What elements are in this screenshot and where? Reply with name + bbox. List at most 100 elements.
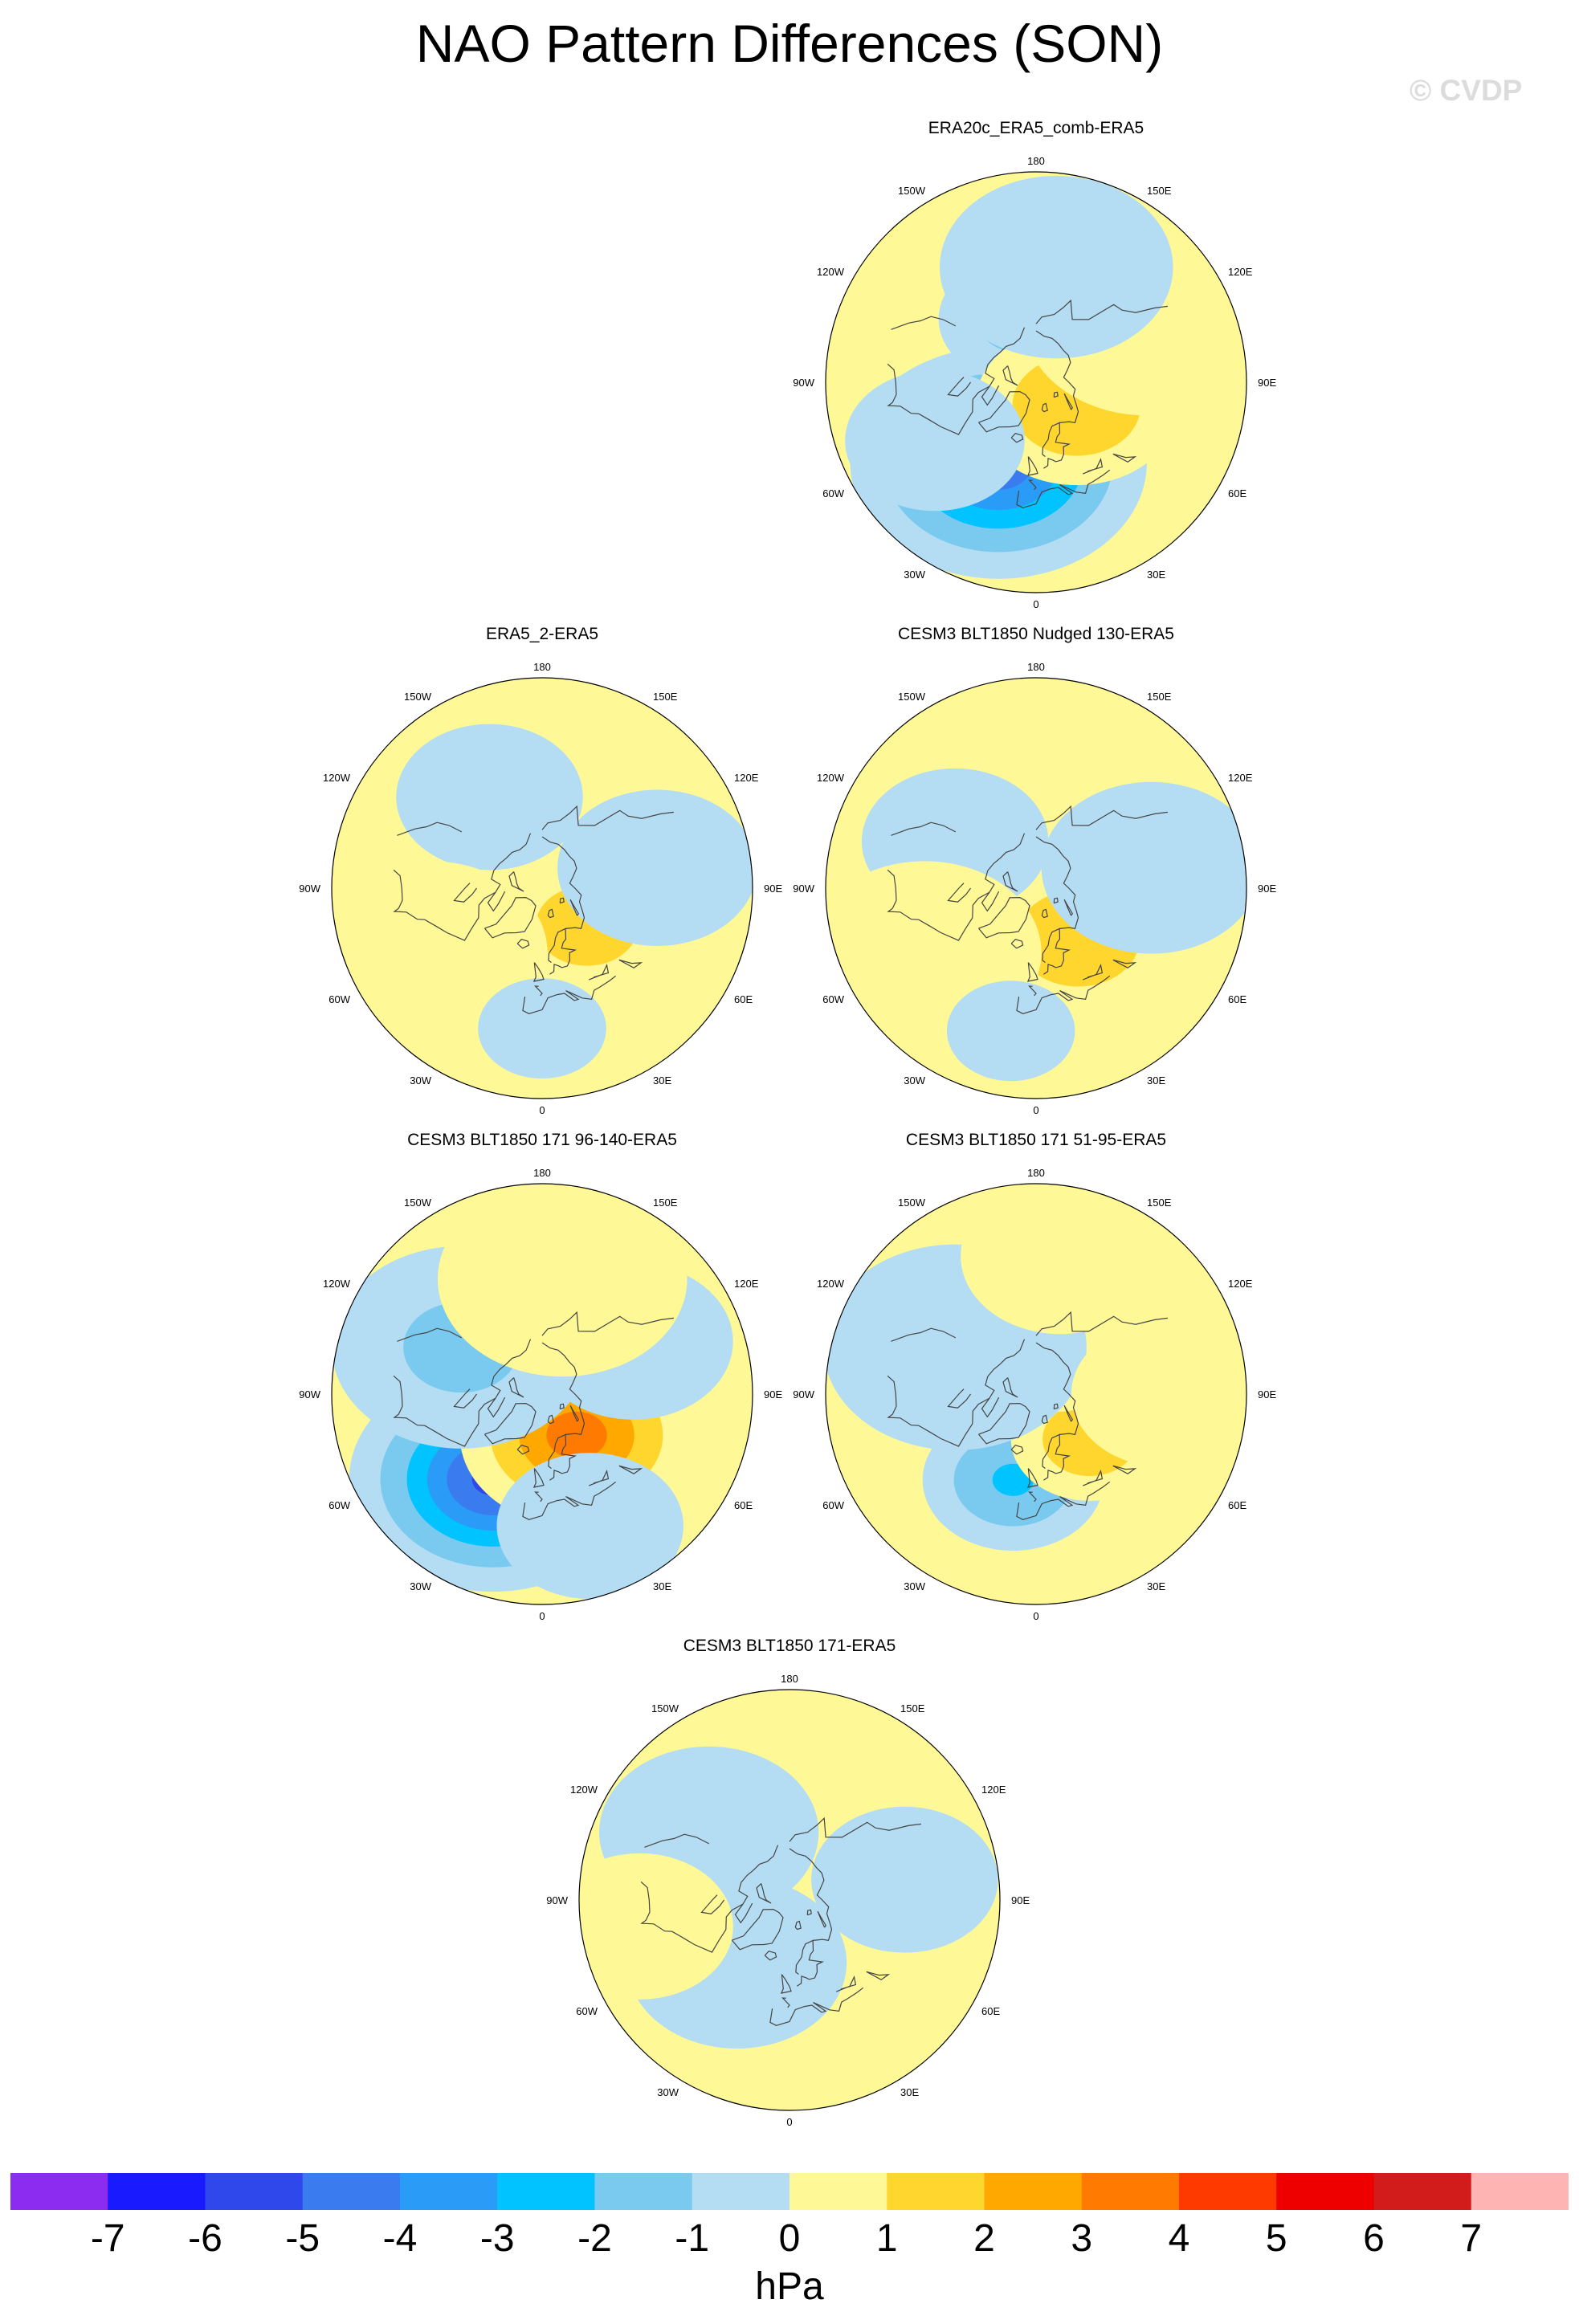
colorbar-swatch — [1081, 2173, 1180, 2210]
lon-label: 60E — [1228, 1499, 1246, 1511]
lon-label: 150W — [404, 1197, 432, 1209]
lon-label: 60E — [1228, 993, 1246, 1005]
colorbar-swatch — [1373, 2173, 1472, 2210]
colorbar-tick-label: -2 — [577, 2217, 612, 2260]
coastline — [1112, 1465, 1137, 1475]
colorbar-tick-label: 3 — [1071, 2217, 1093, 2260]
colorbar-units: hPa — [755, 2265, 824, 2308]
lon-label: 30E — [1147, 1074, 1165, 1087]
coastline — [534, 1491, 543, 1502]
coastline — [866, 1971, 891, 1981]
lon-label: 120W — [817, 1278, 845, 1290]
lon-label: 180 — [533, 1167, 551, 1179]
coastline — [393, 1339, 532, 1447]
lon-label: 30W — [904, 1580, 925, 1592]
coastline — [1035, 1311, 1168, 1336]
anomaly-contour-neg — [1041, 781, 1246, 954]
map-border — [578, 1689, 1001, 2111]
panel-title: CESM3 BLT1850 171 51-95-ERA5 — [905, 1131, 1167, 1149]
coastline — [508, 871, 524, 892]
coastline — [887, 327, 1026, 435]
page-title: NAO Pattern Differences (SON) — [415, 14, 1164, 73]
coastline — [640, 1845, 779, 1953]
colorbar-swatch — [887, 2173, 985, 2210]
colorbar-swatch — [400, 2173, 498, 2210]
coastline — [547, 908, 554, 919]
anomaly-contour-pos — [332, 861, 548, 1044]
coastline — [1035, 1342, 1079, 1435]
colorbar-swatch — [10, 2173, 108, 2210]
lon-label: 120W — [817, 772, 845, 784]
coastline — [393, 833, 532, 941]
coastline — [397, 1327, 463, 1342]
coastline — [795, 1939, 825, 1987]
colorbar-tick-label: 4 — [1168, 2217, 1190, 2260]
lon-label: 150W — [404, 691, 432, 703]
lon-label: 30W — [410, 1074, 431, 1087]
coastline — [1002, 1377, 1018, 1398]
coastline — [569, 899, 580, 916]
coastline — [1082, 1470, 1104, 1486]
lon-label: 30E — [653, 1580, 671, 1592]
lon-label: 90W — [299, 1388, 320, 1401]
lon-label: 150E — [1147, 185, 1172, 197]
lon-label: 120E — [1228, 266, 1253, 278]
lon-label: 150W — [898, 185, 926, 197]
coastline — [1028, 479, 1037, 491]
coastline — [1035, 299, 1168, 324]
lon-label: 0 — [539, 1104, 545, 1116]
coastline — [1002, 871, 1018, 892]
coastline — [891, 316, 957, 330]
coastline — [588, 1470, 610, 1486]
coastline — [764, 1951, 777, 1961]
colorbar-tick-label: 6 — [1363, 2217, 1385, 2260]
coastline — [781, 1997, 790, 2008]
map-panel: CESM3 BLT1850 171 96-140-ERA5 180 0 150E 12… — [293, 1131, 791, 1645]
coastline — [806, 1909, 812, 1916]
lon-label: 30E — [1147, 569, 1165, 581]
coastline — [1082, 964, 1104, 981]
coastline — [1112, 959, 1137, 969]
coastline — [1082, 458, 1104, 475]
lon-label: 0 — [539, 1610, 545, 1622]
lon-label: 120W — [570, 1784, 598, 1796]
lon-label: 60E — [981, 2005, 1000, 2017]
coastline — [1010, 1445, 1024, 1455]
colorbar-tick-label: -5 — [285, 2217, 320, 2260]
lon-label: 120E — [981, 1784, 1006, 1796]
colorbar-tick-label: 7 — [1460, 2217, 1483, 2260]
coastline — [484, 1402, 537, 1445]
coastline — [522, 1481, 617, 1520]
coastline — [484, 896, 537, 939]
colorbar-swatch — [205, 2173, 304, 2210]
map-border — [825, 1183, 1247, 1605]
coastline — [541, 1342, 585, 1435]
coastline — [817, 1910, 827, 1928]
colorbar-tick-label: -4 — [382, 2217, 418, 2260]
coastline — [1016, 1481, 1111, 1520]
colorbar-swatch — [1179, 2173, 1277, 2210]
lon-label: 90E — [1011, 1894, 1030, 1906]
lon-label: 120E — [1228, 1278, 1253, 1290]
coastline — [618, 959, 643, 969]
anomaly-contour-neg — [811, 1806, 998, 1953]
coastline — [541, 805, 674, 830]
coastline — [1035, 330, 1079, 423]
coastline — [522, 975, 617, 1014]
coastline — [1016, 975, 1111, 1014]
coastline — [1026, 456, 1038, 476]
coastline — [534, 985, 543, 997]
coastline — [891, 822, 957, 836]
coastline — [541, 836, 585, 929]
coastline — [453, 883, 477, 903]
lon-label: 150W — [898, 1197, 926, 1209]
coastline — [1035, 836, 1079, 929]
lon-label: 120E — [734, 1278, 759, 1290]
coastline — [1042, 422, 1071, 469]
lon-label: 150E — [900, 1702, 925, 1714]
coastline — [532, 1468, 545, 1488]
coastline — [1028, 1491, 1037, 1502]
anomaly-contour-neg — [845, 370, 1025, 512]
lon-label: 30W — [904, 1074, 925, 1087]
colorbar-tick-label: -6 — [188, 2217, 222, 2260]
